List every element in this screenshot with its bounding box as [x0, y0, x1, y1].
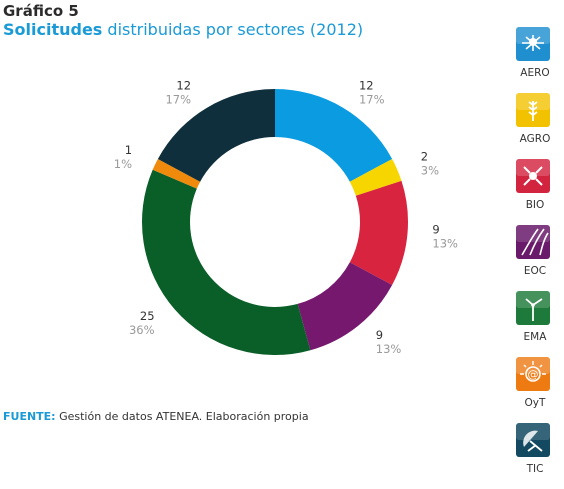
- slice-value-aero: 12: [359, 79, 374, 93]
- slice-value-ema: 25: [140, 309, 155, 323]
- legend-item-tic: TIC: [512, 423, 562, 489]
- legend-label-aero: AERO: [520, 67, 550, 79]
- airplane-icon: [516, 27, 550, 61]
- legend-label-agro: AGRO: [519, 133, 551, 145]
- slice-percent-oyt: 1%: [114, 157, 132, 171]
- source-text: Gestión de datos ATENEA. Elaboración pro…: [59, 410, 309, 423]
- chart-title: Gráfico 5 Solicitudes distribuidas por s…: [3, 2, 363, 40]
- slice-percent-tic: 17%: [165, 93, 191, 107]
- legend-label-bio: BIO: [525, 199, 545, 211]
- slice-percent-ema: 36%: [129, 323, 155, 337]
- slice-ema: [141, 169, 311, 356]
- svg-text:@: @: [528, 368, 539, 381]
- slice-percent-bio: 13%: [432, 237, 458, 251]
- slice-eoc: [297, 262, 393, 351]
- slice-value-agro: 2: [421, 149, 428, 163]
- chart-title-line: Solicitudes distribuidas por sectores (2…: [3, 20, 363, 40]
- slice-percent-agro: 3%: [421, 163, 439, 177]
- at-sign-icon: @: [516, 357, 550, 391]
- slice-bio: [349, 180, 408, 286]
- road-icon: [516, 225, 550, 259]
- title-rest: distribuidas por sectores (2012): [107, 20, 364, 39]
- slice-value-bio: 9: [432, 223, 439, 237]
- slice-aero: [275, 89, 393, 182]
- legend-item-oyt: @ OyT: [512, 357, 562, 423]
- legend-item-bio: BIO: [512, 159, 562, 225]
- source-note: FUENTE: Gestión de datos ATENEA. Elabora…: [3, 410, 309, 423]
- sector-legend: AERO AGRO BIO EOC EMA @ OyT TIC: [512, 27, 562, 489]
- legend-label-tic: TIC: [526, 463, 544, 475]
- figure-number: Gráfico 5: [3, 2, 79, 20]
- legend-item-agro: AGRO: [512, 93, 562, 159]
- legend-label-oyt: OyT: [524, 397, 546, 409]
- slice-percent-eoc: 13%: [376, 342, 402, 356]
- wheat-icon: [516, 93, 550, 127]
- source-label: FUENTE:: [3, 410, 56, 423]
- slice-oyt: [152, 158, 201, 189]
- slice-value-tic: 12: [176, 79, 191, 93]
- slice-value-eoc: 9: [376, 328, 383, 342]
- wind-turbine-icon: [516, 291, 550, 325]
- legend-label-ema: EMA: [523, 331, 547, 343]
- legend-label-eoc: EOC: [523, 265, 547, 277]
- legend-item-eoc: EOC: [512, 225, 562, 291]
- slice-percent-aero: 17%: [359, 93, 385, 107]
- slice-agro: [349, 158, 402, 196]
- legend-item-ema: EMA: [512, 291, 562, 357]
- molecule-icon: [516, 159, 550, 193]
- satellite-dish-icon: [516, 423, 550, 457]
- legend-item-aero: AERO: [512, 27, 562, 93]
- slice-value-oyt: 1: [125, 143, 132, 157]
- title-bold: Solicitudes: [3, 20, 103, 39]
- slice-tic: [157, 89, 275, 182]
